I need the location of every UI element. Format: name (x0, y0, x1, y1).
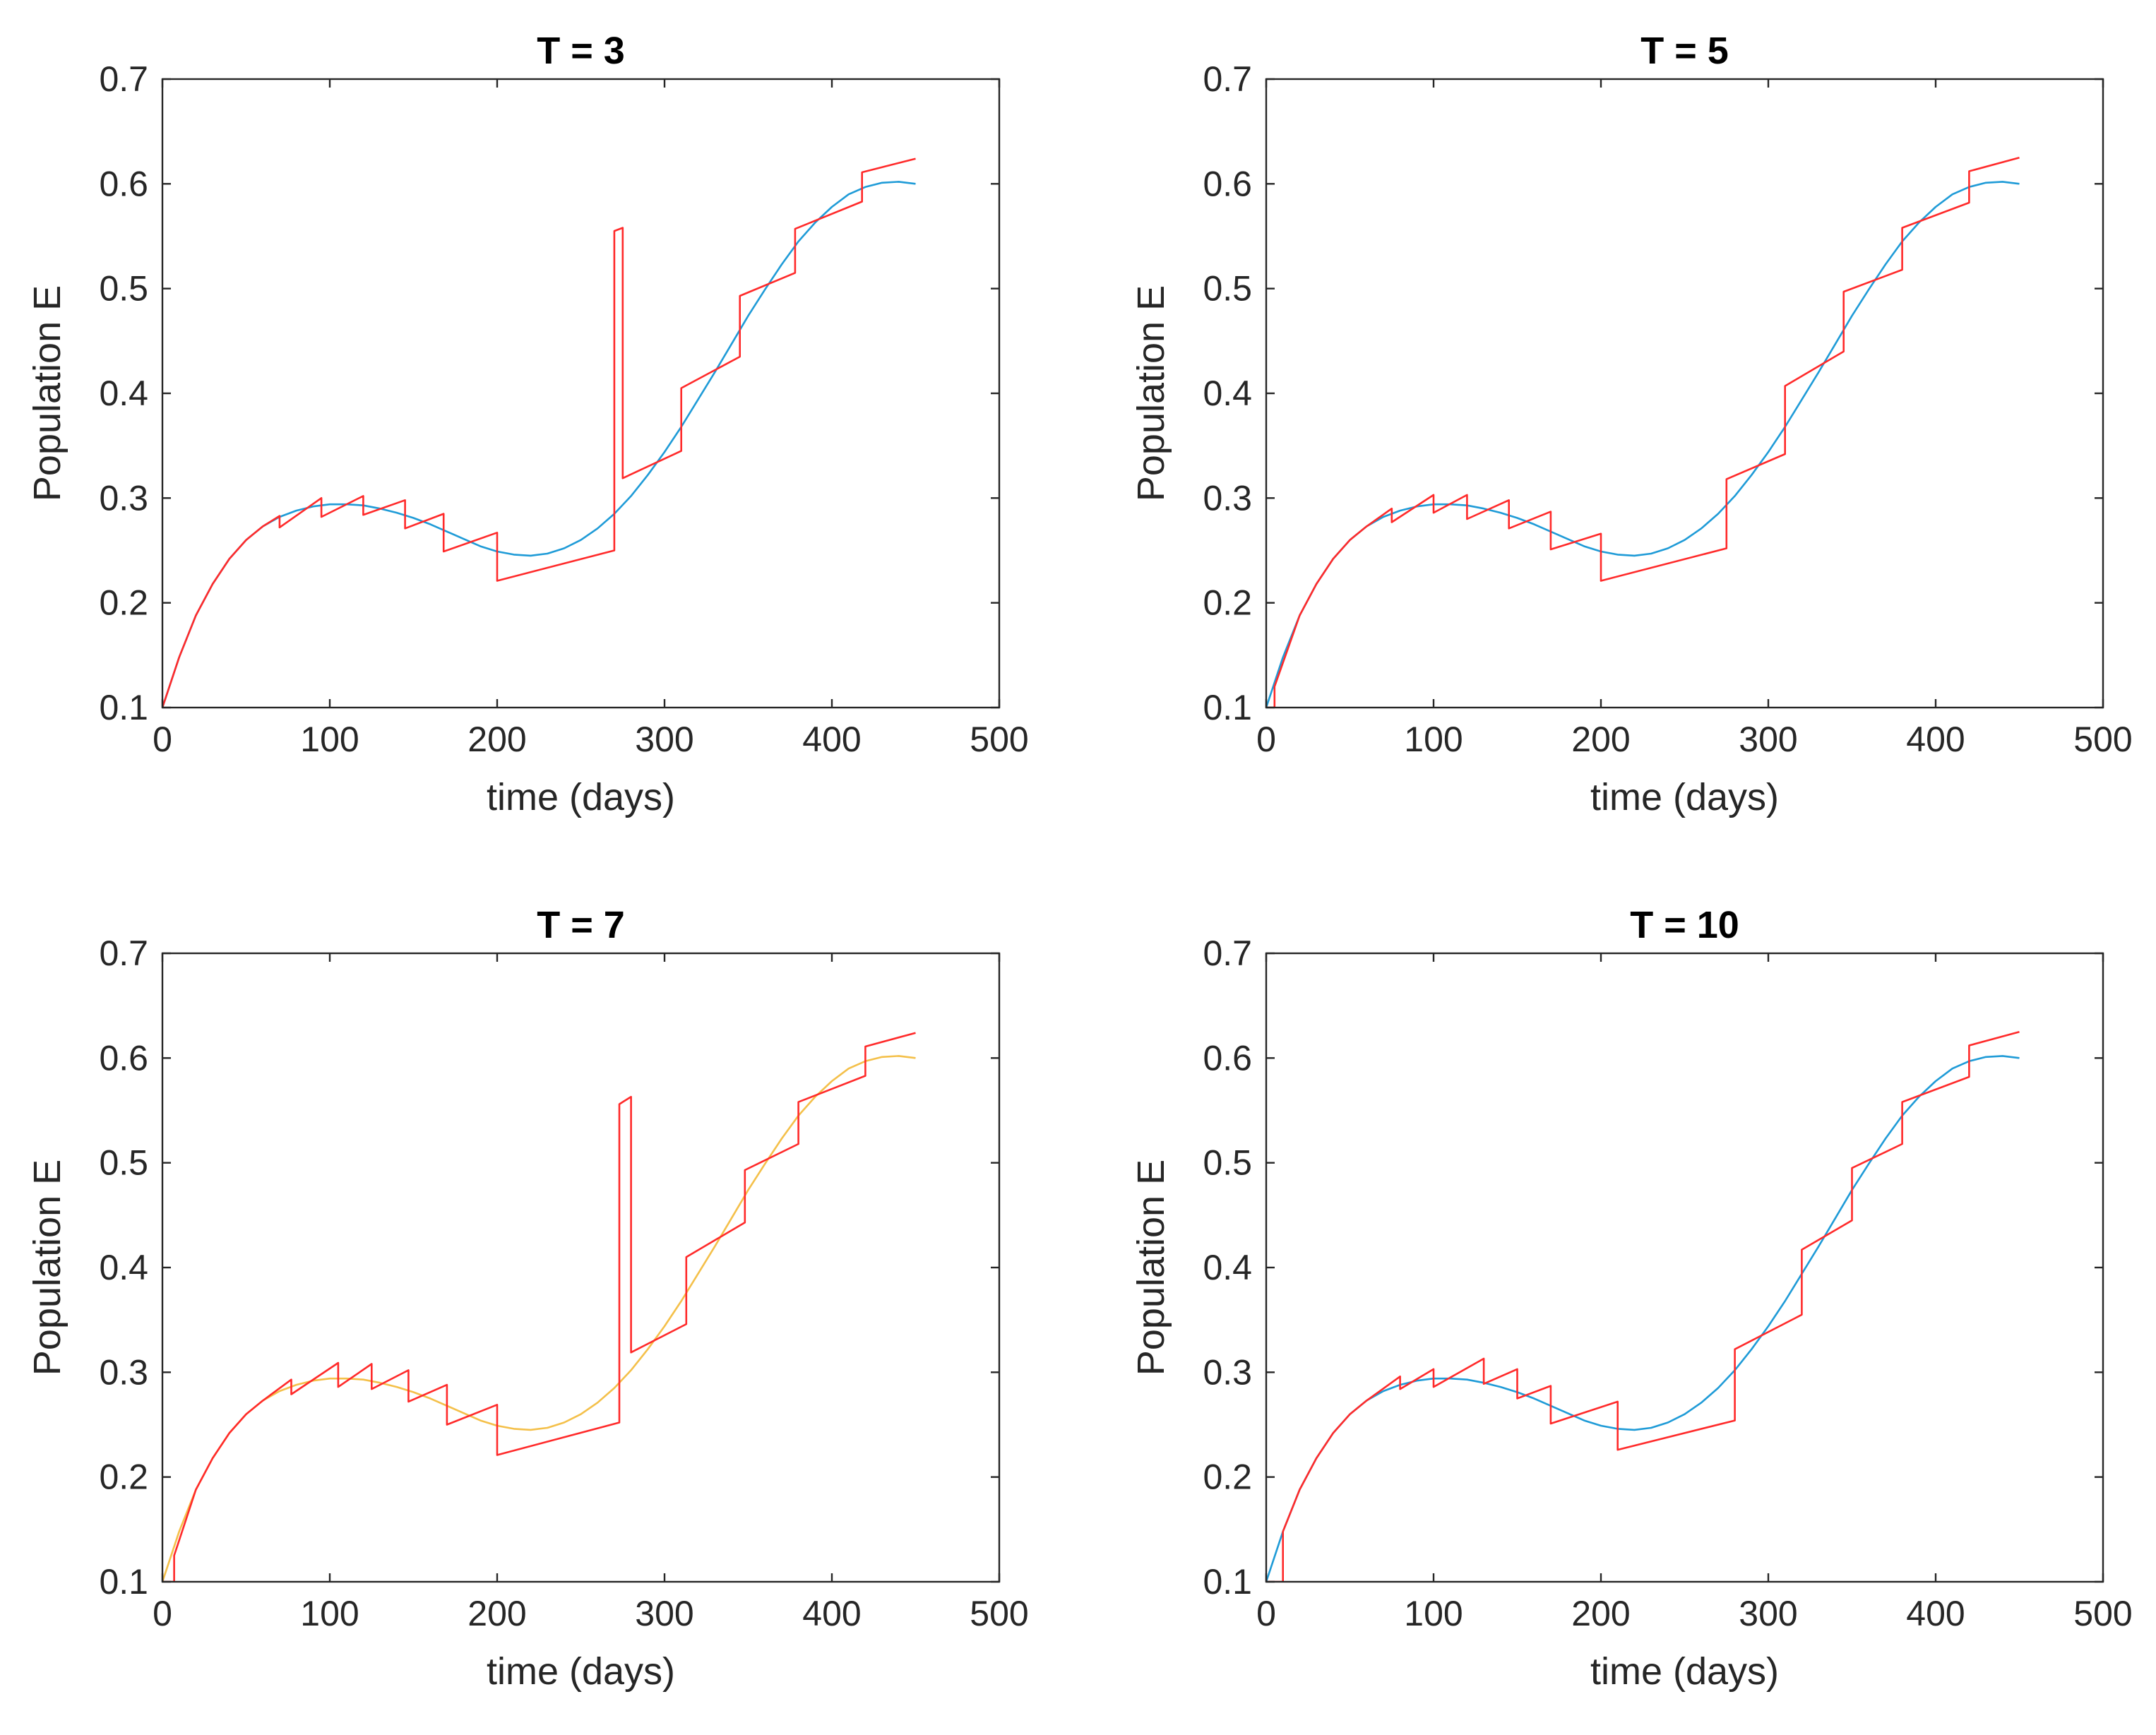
x-tick-label: 100 (1404, 720, 1463, 759)
y-tick-label: 0.5 (99, 1143, 148, 1183)
y-tick-label: 0.3 (99, 1352, 148, 1392)
series-line-sampled (1266, 156, 2020, 708)
y-axis-label: Population E (1130, 1159, 1172, 1376)
x-tick-label: 400 (1906, 720, 1965, 759)
y-tick-label: 0.3 (99, 478, 148, 518)
y-tick-label: 0.2 (1203, 583, 1252, 623)
y-axis-label: Population E (26, 285, 69, 501)
series-line-sampled (162, 1032, 916, 1582)
x-tick-label: 400 (802, 720, 861, 759)
x-tick-label: 300 (635, 1594, 693, 1633)
x-tick-label: 0 (1256, 1594, 1276, 1633)
chart-title: T = 5 (1640, 30, 1729, 72)
x-tick-label: 200 (467, 1594, 526, 1633)
y-tick-label: 0.4 (99, 374, 148, 413)
y-tick-label: 0.5 (1203, 269, 1252, 309)
chart-title: T = 7 (537, 904, 625, 946)
x-tick-label: 100 (1404, 1594, 1463, 1633)
y-tick-label: 0.4 (1203, 374, 1252, 413)
series-group (162, 1032, 916, 1582)
y-tick-label: 0.1 (99, 1562, 148, 1602)
chart-title: T = 3 (537, 30, 625, 72)
y-tick-label: 0.2 (1203, 1457, 1252, 1497)
y-tick-label: 0.2 (99, 1457, 148, 1497)
series-line-smooth (162, 181, 916, 708)
series-line-sampled (162, 157, 916, 708)
x-axis-label: time (days) (487, 776, 675, 818)
x-tick-label: 500 (2073, 1594, 2132, 1633)
y-tick-label: 0.7 (99, 934, 148, 973)
y-tick-label: 0.5 (1203, 1143, 1252, 1183)
x-tick-label: 200 (1571, 1594, 1630, 1633)
series-line-sampled (1266, 1031, 2020, 1582)
y-tick-label: 0.2 (99, 583, 148, 623)
chart-title: T = 10 (1630, 904, 1739, 946)
series-group (1266, 156, 2020, 708)
x-tick-label: 200 (1571, 720, 1630, 759)
x-tick-label: 300 (1739, 720, 1797, 759)
y-tick-label: 0.4 (1203, 1248, 1252, 1287)
y-tick-label: 0.6 (99, 1038, 148, 1078)
x-axis-label: time (days) (1590, 1650, 1779, 1693)
x-tick-label: 100 (300, 1594, 359, 1633)
chart-panel-4: 0 100 200 300 400 500 0.1 0.2 0.3 0.4 0.5 0.6 0.7 T =… (1130, 904, 2133, 1693)
x-tick-label: 0 (1256, 720, 1276, 759)
chart-panel-1: 0 100 200 300 400 500 0.1 0.2 0.3 0.4 0.5 0.6 0.7 T =… (26, 30, 1029, 818)
x-axis-label: time (days) (487, 1650, 675, 1693)
series-group (162, 157, 916, 708)
series-line-smooth (162, 1055, 916, 1582)
plot-area (162, 953, 999, 1582)
y-tick-label: 0.6 (99, 164, 148, 203)
y-tick-label: 0.1 (1203, 688, 1252, 727)
y-tick-label: 0.3 (1203, 478, 1252, 518)
plot-area (1266, 953, 2103, 1582)
y-tick-label: 0.1 (1203, 1562, 1252, 1602)
y-tick-label: 0.6 (1203, 1038, 1252, 1078)
x-tick-label: 200 (467, 720, 526, 759)
x-tick-label: 500 (970, 720, 1028, 759)
x-tick-label: 400 (802, 1594, 861, 1633)
y-axis-label: Population E (1130, 285, 1172, 501)
series-line-smooth (1266, 1055, 2020, 1582)
y-tick-label: 0.5 (99, 269, 148, 309)
chart-panel-2: 0 100 200 300 400 500 0.1 0.2 0.3 0.4 0.5 0.6 0.7 T =… (1130, 30, 2133, 818)
x-axis-label: time (days) (1590, 776, 1779, 818)
y-tick-label: 0.6 (1203, 164, 1252, 203)
y-tick-label: 0.7 (99, 59, 148, 99)
series-group (1266, 1031, 2020, 1582)
x-tick-label: 0 (153, 720, 172, 759)
y-tick-label: 0.7 (1203, 59, 1252, 99)
y-axis-label: Population E (26, 1159, 69, 1376)
plot-area (162, 79, 999, 708)
plot-area (1266, 79, 2103, 708)
y-tick-label: 0.4 (99, 1248, 148, 1287)
x-tick-label: 400 (1906, 1594, 1965, 1633)
x-tick-label: 0 (153, 1594, 172, 1633)
x-tick-label: 500 (2073, 720, 2132, 759)
x-tick-label: 300 (635, 720, 693, 759)
x-tick-label: 300 (1739, 1594, 1797, 1633)
y-tick-label: 0.7 (1203, 934, 1252, 973)
chart-panel-3: 0 100 200 300 400 500 0.1 0.2 0.3 0.4 0.5 0.6 0.7 T =… (26, 904, 1029, 1693)
x-tick-label: 500 (970, 1594, 1028, 1633)
y-tick-label: 0.1 (99, 688, 148, 727)
x-tick-label: 100 (300, 720, 359, 759)
y-tick-label: 0.3 (1203, 1352, 1252, 1392)
